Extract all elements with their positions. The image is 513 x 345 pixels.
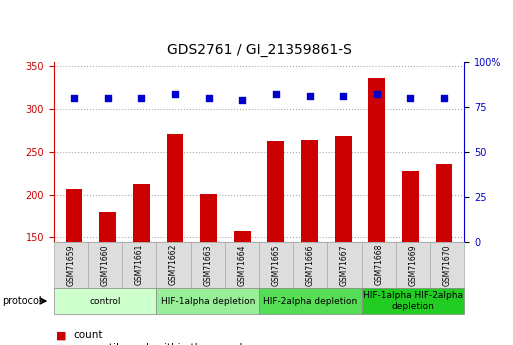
Point bbox=[70, 95, 78, 101]
Point bbox=[205, 95, 213, 101]
Bar bbox=[66, 188, 83, 345]
Title: GDS2761 / GI_21359861-S: GDS2761 / GI_21359861-S bbox=[167, 43, 351, 57]
Text: GSM71670: GSM71670 bbox=[443, 244, 451, 286]
Bar bbox=[234, 231, 251, 345]
Point bbox=[104, 95, 112, 101]
Point bbox=[272, 92, 280, 97]
Text: GSM71660: GSM71660 bbox=[101, 244, 110, 286]
Text: GSM71662: GSM71662 bbox=[169, 244, 178, 285]
Point bbox=[137, 95, 145, 101]
Text: percentile rank within the sample: percentile rank within the sample bbox=[73, 344, 249, 345]
Point bbox=[171, 92, 179, 97]
Text: HIF-2alpha depletion: HIF-2alpha depletion bbox=[263, 296, 358, 306]
Text: GSM71667: GSM71667 bbox=[340, 244, 349, 286]
Text: GSM71663: GSM71663 bbox=[203, 244, 212, 286]
Text: GSM71659: GSM71659 bbox=[67, 244, 75, 286]
Text: protocol: protocol bbox=[3, 296, 42, 306]
Bar bbox=[301, 140, 318, 345]
Bar bbox=[200, 194, 217, 345]
Text: HIF-1alpha HIF-2alpha
depletion: HIF-1alpha HIF-2alpha depletion bbox=[363, 291, 463, 311]
Point bbox=[238, 97, 246, 102]
Text: GSM71668: GSM71668 bbox=[374, 244, 383, 285]
Point bbox=[406, 95, 415, 101]
Text: HIF-1alpha depletion: HIF-1alpha depletion bbox=[161, 296, 255, 306]
Point bbox=[339, 93, 347, 99]
Point bbox=[440, 95, 448, 101]
Text: GSM71666: GSM71666 bbox=[306, 244, 315, 286]
Text: ■: ■ bbox=[56, 344, 67, 345]
Text: count: count bbox=[73, 331, 103, 340]
Text: GSM71661: GSM71661 bbox=[135, 244, 144, 285]
Bar bbox=[133, 184, 150, 345]
Point bbox=[305, 93, 313, 99]
Bar bbox=[267, 141, 284, 345]
Text: GSM71664: GSM71664 bbox=[238, 244, 246, 286]
Bar bbox=[368, 78, 385, 345]
Bar bbox=[167, 134, 183, 345]
Text: control: control bbox=[89, 296, 121, 306]
Text: GSM71669: GSM71669 bbox=[408, 244, 418, 286]
Bar bbox=[100, 211, 116, 345]
Bar bbox=[402, 171, 419, 345]
Bar bbox=[436, 164, 452, 345]
Point bbox=[373, 92, 381, 97]
Bar bbox=[335, 136, 351, 345]
Text: GSM71665: GSM71665 bbox=[272, 244, 281, 286]
Text: ■: ■ bbox=[56, 331, 67, 340]
